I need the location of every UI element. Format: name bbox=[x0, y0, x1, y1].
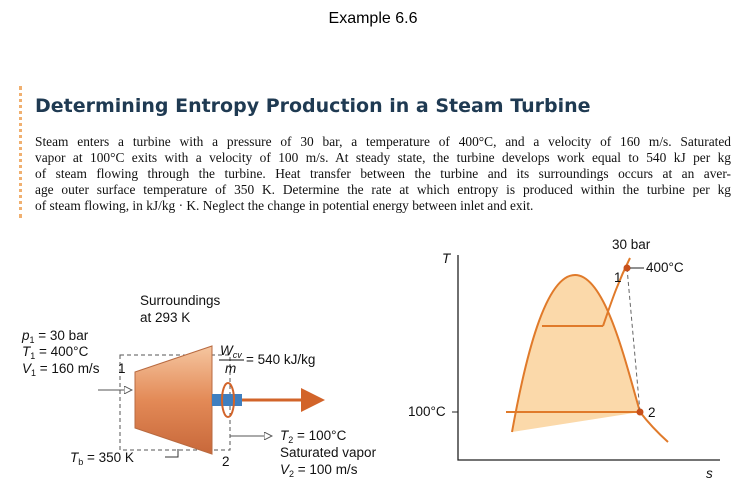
text-line: vapor at 100°C exits with a velocity of … bbox=[35, 150, 731, 165]
inlet-condition: V1 = 160 m/s bbox=[22, 361, 100, 378]
text-line: age outer surface temperature of 350 K. … bbox=[35, 182, 731, 197]
text-line: of steam flowing, in kJ/kg · K. Neglect … bbox=[35, 198, 534, 213]
label-part: V bbox=[280, 462, 291, 477]
outlet-condition: T2 = 100°C bbox=[280, 428, 347, 445]
ts-diagram: T s 30 bar 400°C 100°C 1 2 bbox=[408, 237, 720, 481]
pressure-label: 30 bar bbox=[612, 237, 651, 252]
outlet-condition: Saturated vapor bbox=[280, 445, 377, 460]
label-part: = 100 m/s bbox=[294, 462, 358, 477]
label-part: = 350 K bbox=[83, 450, 134, 465]
label-part: 1 bbox=[30, 351, 35, 361]
work-numerator: Wcv bbox=[220, 343, 242, 360]
label-part: = 100°C bbox=[293, 428, 346, 443]
label-part: T bbox=[280, 428, 290, 443]
label-part: 2 bbox=[289, 469, 294, 479]
label-part: V bbox=[22, 361, 33, 376]
state-point bbox=[623, 264, 631, 272]
label-part: Saturated vapor bbox=[280, 445, 377, 460]
inlet-condition: p1 = 30 bar bbox=[21, 328, 89, 345]
heading: Determining Entropy Production in a Stea… bbox=[35, 95, 591, 117]
axis-label: T bbox=[442, 251, 452, 266]
label-part: p bbox=[21, 328, 30, 343]
problem-text: Steam enters a turbine with a pressure o… bbox=[35, 134, 731, 214]
label-part: T bbox=[22, 344, 32, 359]
state-number: 2 bbox=[222, 454, 230, 469]
label-part: T bbox=[70, 450, 80, 465]
axes bbox=[457, 255, 720, 461]
work-value: = 540 kJ/kg bbox=[246, 352, 315, 367]
state-number: 1 bbox=[118, 361, 126, 376]
surroundings: Surroundings bbox=[140, 293, 221, 308]
example-label: Example 6.6 bbox=[328, 10, 418, 27]
process-line bbox=[626, 267, 641, 413]
turbine-body bbox=[134, 345, 213, 455]
state-point bbox=[636, 408, 644, 416]
saturation-dome bbox=[511, 273, 641, 433]
state-number: 1 bbox=[614, 270, 622, 285]
tb-leader bbox=[165, 449, 179, 458]
surroundings: at 293 K bbox=[140, 310, 190, 325]
shaft bbox=[212, 394, 242, 406]
axis-label: s bbox=[706, 466, 713, 481]
isobar bbox=[639, 411, 669, 443]
label-part: 1 bbox=[30, 335, 35, 345]
label-part: b bbox=[78, 457, 83, 467]
label-part: = 400°C bbox=[35, 344, 88, 359]
margin-dots bbox=[19, 86, 22, 218]
temp-label: 400°C bbox=[646, 260, 684, 275]
text-line: of steam flowing through the turbine. He… bbox=[35, 166, 731, 181]
text-line: Steam enters a turbine with a pressure o… bbox=[35, 134, 731, 149]
label-part: = 160 m/s bbox=[36, 361, 100, 376]
inlet-condition: T1 = 400°C bbox=[22, 344, 89, 361]
turbine-diagram: Surroundings at 293 K p1 = 30 bar T1 = 4… bbox=[21, 293, 377, 479]
work-denominator: m bbox=[225, 361, 236, 376]
rotation bbox=[221, 382, 235, 418]
temp-label: 100°C bbox=[408, 404, 446, 419]
label-part: 2 bbox=[288, 435, 293, 445]
state-number: 2 bbox=[648, 405, 656, 420]
outlet-condition: V2 = 100 m/s bbox=[280, 462, 358, 479]
label-part: 1 bbox=[31, 368, 36, 378]
boundary-temp: Tb = 350 K bbox=[70, 450, 134, 467]
label-part: = 30 bar bbox=[35, 328, 89, 343]
